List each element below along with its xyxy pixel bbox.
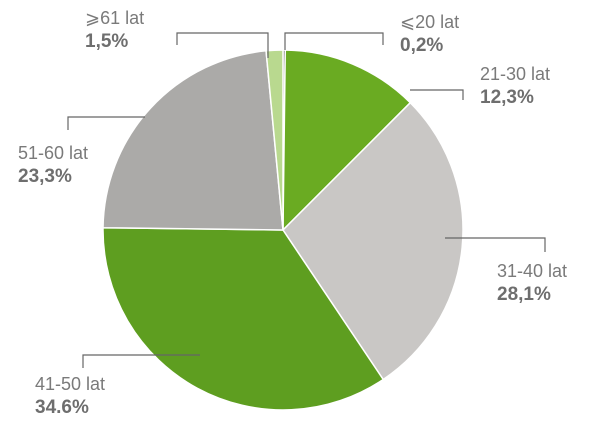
slice-label: 41-50 lat (35, 374, 105, 394)
pie-slice (265, 49, 284, 231)
slice-label: 31-40 lat (497, 261, 567, 281)
value-label: 0,2% (400, 35, 443, 56)
value-label: 1,5% (85, 31, 128, 52)
slice-label: ⩾61 lat (85, 8, 144, 28)
slice-label: 21-30 lat (480, 64, 550, 84)
slice-label: 51-60 lat (18, 143, 88, 163)
leader-line (445, 237, 546, 252)
value-label: 23,3% (18, 166, 72, 187)
pie-slice (282, 49, 412, 232)
value-label: 34.6% (35, 397, 89, 418)
pie-slice (102, 226, 385, 411)
value-label: 28,1% (497, 284, 551, 305)
leader-line (82, 354, 200, 368)
leader-line (410, 89, 464, 100)
leader-line (176, 32, 269, 58)
pie-slice (102, 49, 284, 231)
pie-slice (282, 101, 464, 381)
slice-label: ⩽20 lat (400, 12, 459, 32)
leader-line (67, 116, 145, 130)
leader-line (284, 32, 384, 50)
value-label: 12,3% (480, 87, 534, 108)
